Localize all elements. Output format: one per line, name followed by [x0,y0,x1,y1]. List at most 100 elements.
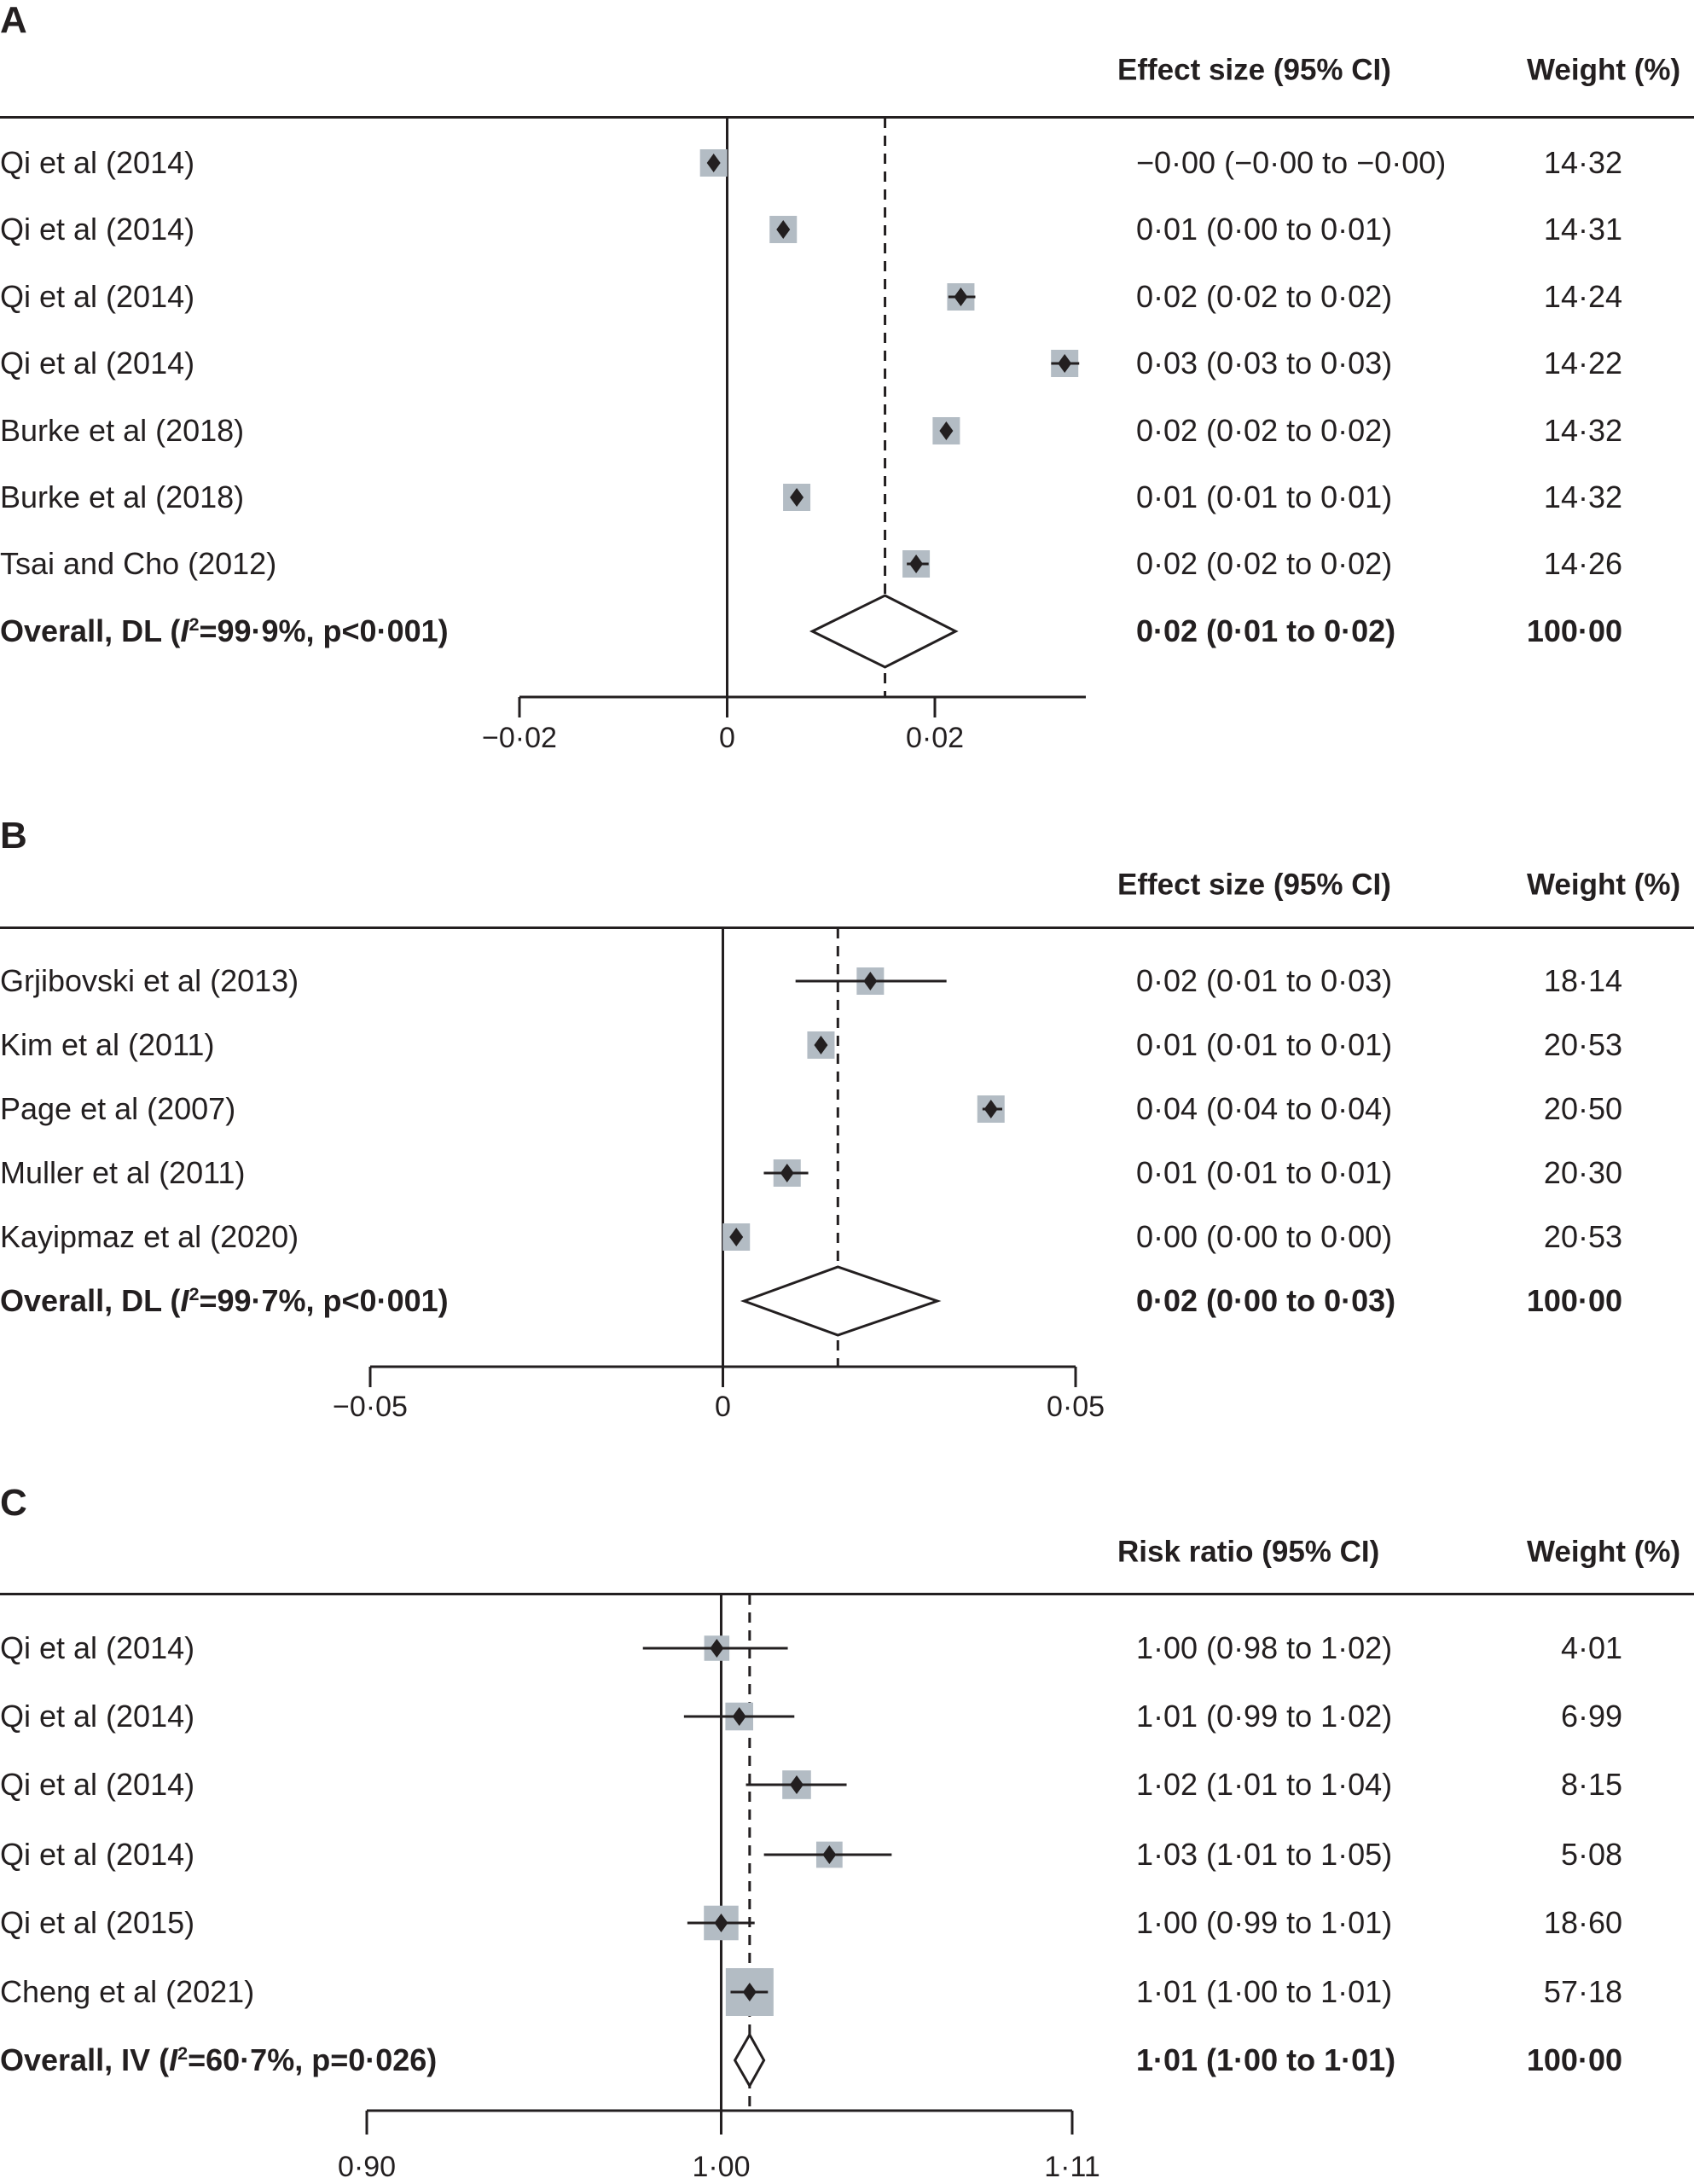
overall-effect-ci: 1·01 (1·00 to 1·01) [1136,2042,1396,2077]
point-estimate [706,154,721,172]
study-effect-ci: 0·01 (0·01 to 0·01) [1136,1155,1393,1190]
study-label: Burke et al (2018) [0,479,245,514]
effect-header-c: Risk ratio (95% CI) [1117,1535,1380,1569]
study-weight: 20·53 [1543,1219,1622,1254]
point-estimate [863,972,878,990]
study-effect-ci: 0·04 (0·04 to 0·04) [1136,1091,1393,1126]
point-estimate [814,1036,828,1054]
weight-box [725,1702,754,1731]
point-estimate [729,1228,744,1246]
study-label: Kayipmaz et al (2020) [0,1219,299,1254]
overall-weight: 100·00 [1526,613,1622,648]
x-tick-label: 0 [715,1391,731,1423]
weight-box [699,149,728,177]
overall-label-sup: 2 [189,1283,200,1304]
weight-header-b: Weight (%) [1527,868,1681,902]
study-label: Qi et al (2014) [0,346,195,380]
study-weight: 8·15 [1560,1767,1622,1802]
weight-box [932,417,960,444]
weight-box [856,967,885,995]
overall-weight: 100·00 [1526,1283,1622,1318]
study-effect-ci: 1·01 (0·99 to 1·02) [1136,1699,1393,1734]
point-estimate [790,488,804,507]
study-label: Qi et al (2014) [0,1699,195,1734]
effect-header-a: Effect size (95% CI) [1117,53,1391,87]
study-weight: 14·32 [1543,145,1622,180]
study-label: Kim et al (2011) [0,1027,215,1062]
x-tick-label: 1·00 [692,2151,751,2183]
overall-label-i: I [180,1283,189,1318]
study-label: Qi et al (2014) [0,1630,195,1665]
study-effect-ci: 1·03 (1·01 to 1·05) [1136,1837,1393,1872]
study-label: Qi et al (2014) [0,212,195,247]
overall-effect-ci: 0·02 (0·01 to 0·02) [1136,613,1396,648]
study-label: Muller et al (2011) [0,1155,246,1190]
x-tick-label: 0 [719,722,735,754]
point-estimate [742,1983,757,2001]
weight-box [815,1841,843,1868]
study-effect-ci: 0·02 (0·02 to 0·02) [1136,279,1393,314]
point-estimate [780,1164,794,1182]
header-rule-b [0,926,1694,929]
study-weight: 14·22 [1543,346,1622,380]
x-tick-label: −0·05 [333,1391,408,1423]
x-tick-label: 1·11 [1044,2151,1100,2183]
weight-box [977,1095,1005,1123]
point-estimate [822,1845,837,1864]
study-weight: 18·14 [1543,963,1622,998]
study-weight: 14·32 [1543,479,1622,514]
overall-diamond [733,2031,766,2089]
overall-label-sup: 2 [189,613,200,635]
point-estimate [909,555,924,573]
point-estimate [710,1639,724,1658]
weight-header-c: Weight (%) [1527,1535,1681,1569]
overall-label-i: I [180,613,189,648]
weight-box [782,1770,811,1799]
overall-label-suffix: =99·9%, p<0·001) [199,613,449,648]
overall-label-i: I [169,2042,178,2077]
study-effect-ci: 0·01 (0·01 to 0·01) [1136,479,1393,514]
header-rule-c [0,1593,1694,1595]
overall-label-suffix: =99·7%, p<0·001) [199,1283,449,1318]
panel-label-b: B [0,815,27,857]
study-weight: 5·08 [1560,1837,1622,1872]
panel-label-a: A [0,0,27,41]
study-effect-ci: 0·02 (0·02 to 0·02) [1136,413,1393,448]
study-label: Qi et al (2014) [0,145,195,180]
study-label: Cheng et al (2021) [0,1974,255,2009]
x-tick-label: 0·90 [337,2151,397,2183]
weight-box [947,283,975,311]
study-effect-ci: 0·01 (0·00 to 0·01) [1136,212,1393,247]
overall-label: Overall, DL (I2=99·7%, p<0·001) [0,1283,449,1318]
study-weight: 20·50 [1543,1091,1622,1126]
x-tick-label: 0·02 [905,722,965,754]
overall-label-sup: 2 [177,2042,189,2064]
overall-label-prefix: Overall, DL ( [0,613,181,648]
point-estimate [732,1707,746,1726]
overall-label: Overall, DL (I2=99·9%, p<0·001) [0,613,449,648]
x-tick-label: 0·05 [1046,1391,1105,1423]
point-estimate [1058,354,1072,373]
study-label: Qi et al (2015) [0,1905,195,1940]
study-effect-ci: 1·01 (1·00 to 1·01) [1136,1974,1393,2009]
point-estimate [714,1914,728,1932]
overall-label: Overall, IV (I2=60·7%, p=0·026) [0,2042,437,2077]
study-weight: 4·01 [1560,1630,1622,1665]
study-weight: 14·31 [1543,212,1622,247]
study-effect-ci: −0·00 (−0·00 to −0·00) [1136,145,1447,180]
weight-box [783,484,811,511]
overall-diamond [809,594,959,669]
point-estimate [939,421,954,440]
overall-label-prefix: Overall, IV ( [0,2042,170,2077]
weight-box [722,1223,751,1251]
study-weight: 20·30 [1543,1155,1622,1190]
overall-weight: 100·00 [1526,2042,1622,2077]
study-weight: 14·24 [1543,279,1622,314]
weight-box [807,1031,835,1059]
study-label: Burke et al (2018) [0,413,245,448]
study-weight: 14·26 [1543,546,1622,581]
overall-diamond [740,1265,942,1337]
effect-header-b: Effect size (95% CI) [1117,868,1391,902]
weight-box [902,550,931,578]
